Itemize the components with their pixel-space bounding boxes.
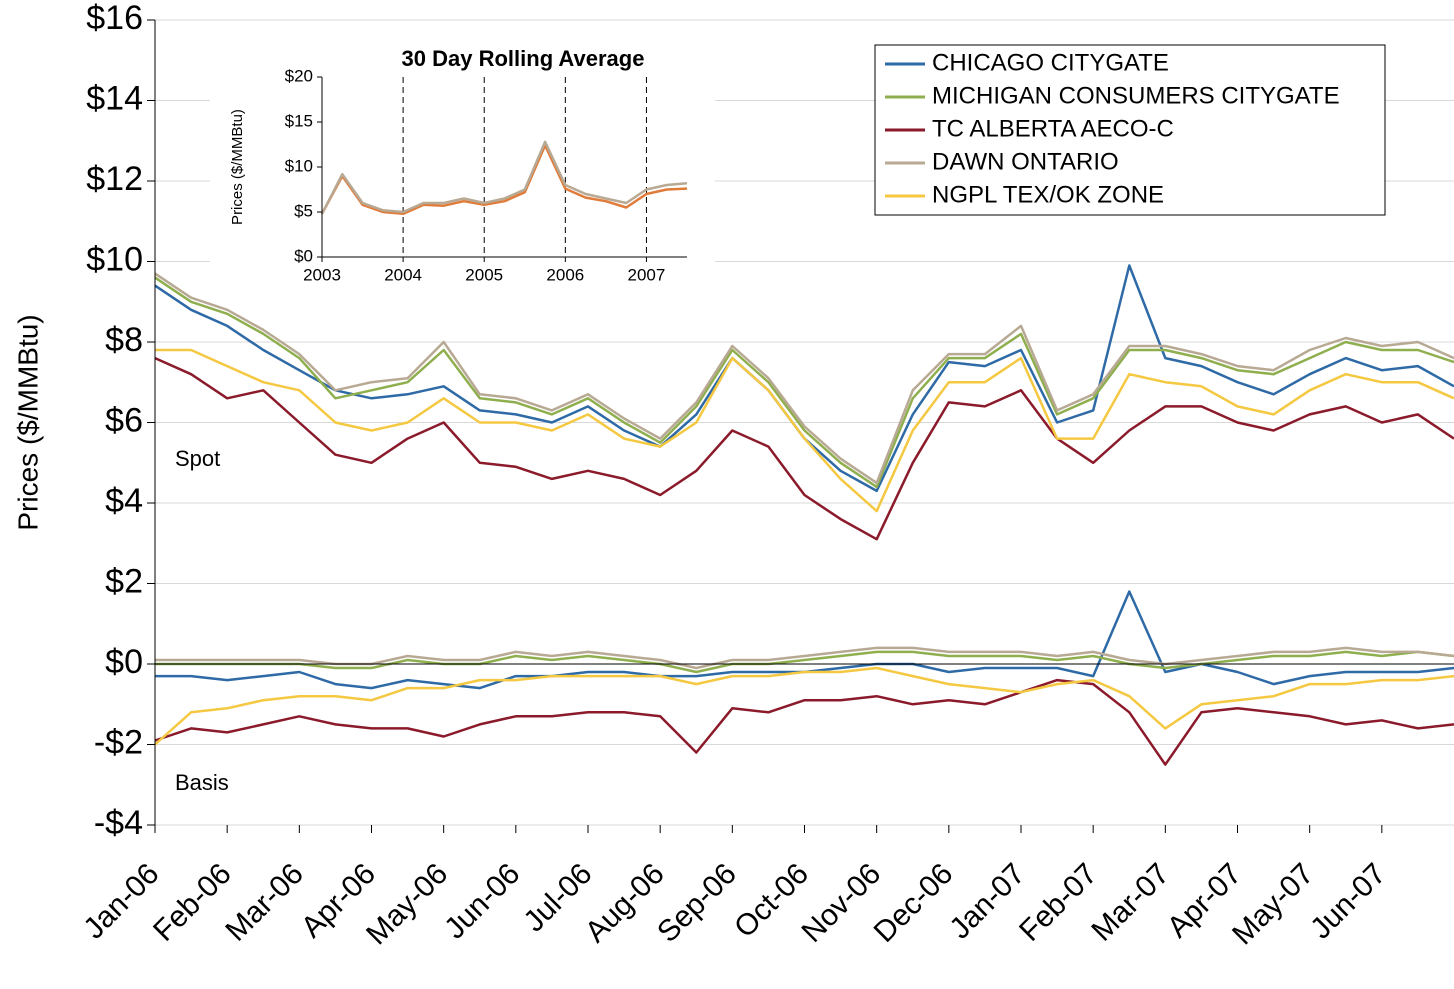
legend-label: DAWN ONTARIO [932,148,1119,175]
y-tick-label: $5 [294,201,313,220]
x-tick-label: Mar-06 [219,857,310,948]
y-axis-label: Prices ($/MMBtu) [12,314,43,530]
y-tick-label: -$4 [94,804,143,842]
y-tick-label: $6 [105,401,143,439]
legend-label: CHICAGO CITYGATE [932,49,1169,76]
series-line [154,678,1454,766]
x-tick-label: 2003 [303,265,341,284]
series-line [155,590,1454,690]
y-axis-label: Prices ($/MMBtu) [229,109,246,225]
x-tick-label: Mar-07 [1085,857,1176,948]
annotation: Basis [175,770,229,795]
x-tick-label: Sep-06 [651,857,743,949]
series-line [155,650,1454,674]
x-tick-label: Jun-07 [1304,857,1392,945]
series-line [154,666,1454,746]
legend-label: MICHIGAN CONSUMERS CITYGATE [932,82,1340,109]
x-tick-label: 2007 [628,265,666,284]
y-tick-label: $12 [86,160,143,198]
y-tick-label: $10 [285,156,313,175]
x-tick-label: Feb-06 [147,857,238,948]
x-tick-label: May-07 [1226,857,1320,951]
y-tick-label: $20 [285,66,313,85]
y-tick-label: $4 [105,482,143,520]
x-tick-label: 2005 [465,265,503,284]
inset-background [210,35,715,300]
series-line [154,356,1454,541]
x-tick-label: Jun-06 [438,857,526,945]
x-tick-label: Feb-07 [1013,857,1104,948]
y-tick-label: $2 [105,562,143,600]
y-tick-label: $0 [294,246,313,265]
series-line [154,276,1454,489]
y-tick-label: $10 [86,240,143,278]
legend-box [874,44,1386,216]
series-line [155,348,1454,513]
x-tick-label: Jan-06 [77,857,165,945]
x-tick-label: 2004 [384,265,422,284]
x-tick-label: Dec-06 [868,857,960,949]
y-tick-label: $15 [285,111,313,130]
legend-label: NGPL TEX/OK ZONE [932,181,1164,208]
x-tick-label: Aug-06 [579,857,671,949]
series-line [320,140,688,215]
annotation: Spot [175,446,220,471]
legend-label: TC ALBERTA AECO-C [932,115,1174,142]
inset-title: 30 Day Rolling Average [402,46,645,71]
y-tick-label: $14 [86,79,143,117]
series-line [154,272,1454,485]
x-tick-label: May-06 [360,857,454,951]
y-tick-label: -$2 [94,723,143,761]
y-tick-label: $16 [86,0,143,37]
y-tick-label: $8 [105,321,143,359]
y-tick-label: $0 [105,643,143,681]
x-tick-label: Nov-06 [795,857,887,949]
x-tick-label: Jan-07 [943,857,1031,945]
series-line [320,144,688,216]
x-tick-label: 2006 [546,265,584,284]
